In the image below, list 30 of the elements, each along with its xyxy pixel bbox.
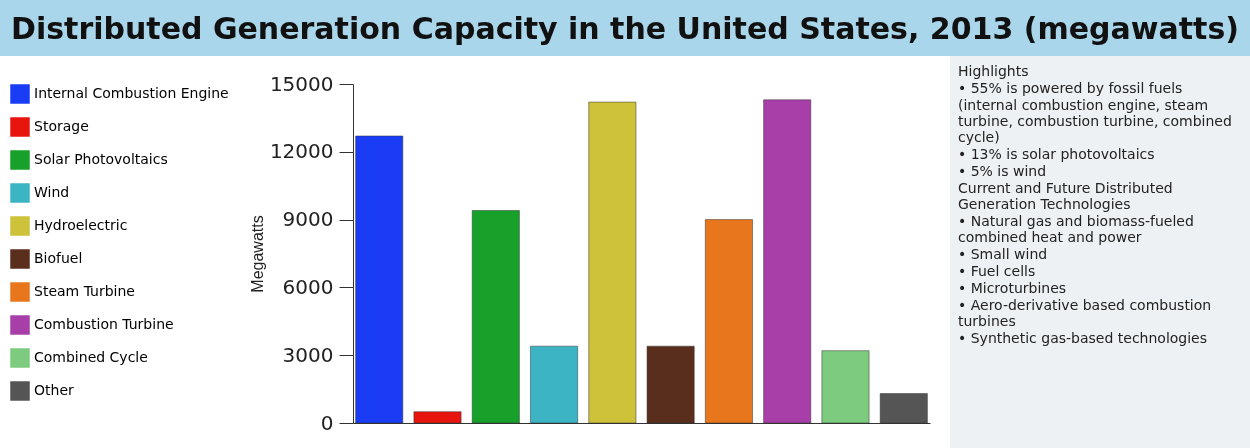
- text: • Synthetic gas-based technologies: [958, 330, 1209, 346]
- y-tick-label: 3000: [282, 342, 334, 367]
- text: • Aero-derivative based combustion turbines: [958, 297, 1213, 329]
- legend-label: Solar Photovoltaics: [34, 151, 168, 167]
- legend-label: Storage: [34, 118, 89, 134]
- y-tick-label: 15000: [269, 71, 334, 96]
- text: • Small wind: [958, 246, 1049, 262]
- y-tick-label: 12000: [269, 139, 334, 164]
- y-tick-label: 6000: [282, 274, 334, 299]
- text: (internal combustion engine, steam turbine, combustion turbine, combined cycle): [958, 97, 1233, 145]
- legend-label: Hydroelectric: [34, 217, 128, 233]
- y-tick-label: 9000: [282, 207, 334, 232]
- text: Highlights: [958, 63, 1030, 79]
- legend-label: Internal Combustion Engine: [34, 85, 229, 101]
- legend-label: Other: [34, 382, 74, 398]
- legend-label: Biofuel: [34, 250, 83, 266]
- text: • Natural gas and biomass-fueled combined heat and power: [958, 213, 1195, 245]
- legend-label: Wind: [34, 184, 70, 200]
- chart-title: Distributed Generation Capacity in the United States, 2013 (megawatts): [0, 0, 1250, 56]
- text: • 55% is powered by fossil fuels: [958, 80, 1184, 96]
- text: Current and Future Distributed Generation Technologies: [958, 180, 1174, 212]
- legend-label: Combustion Turbine: [34, 316, 174, 332]
- legend-label: Combined Cycle: [34, 349, 148, 365]
- text: • 13% is solar photovoltaics: [958, 146, 1156, 162]
- text: • 5% is wind: [958, 163, 1048, 179]
- text: • Fuel cells: [958, 263, 1037, 279]
- y-axis-title: Megawatts: [248, 215, 266, 293]
- legend-label: Steam Turbine: [34, 283, 135, 299]
- text: • Microturbines: [958, 280, 1068, 296]
- y-tick-label: 0: [320, 410, 334, 435]
